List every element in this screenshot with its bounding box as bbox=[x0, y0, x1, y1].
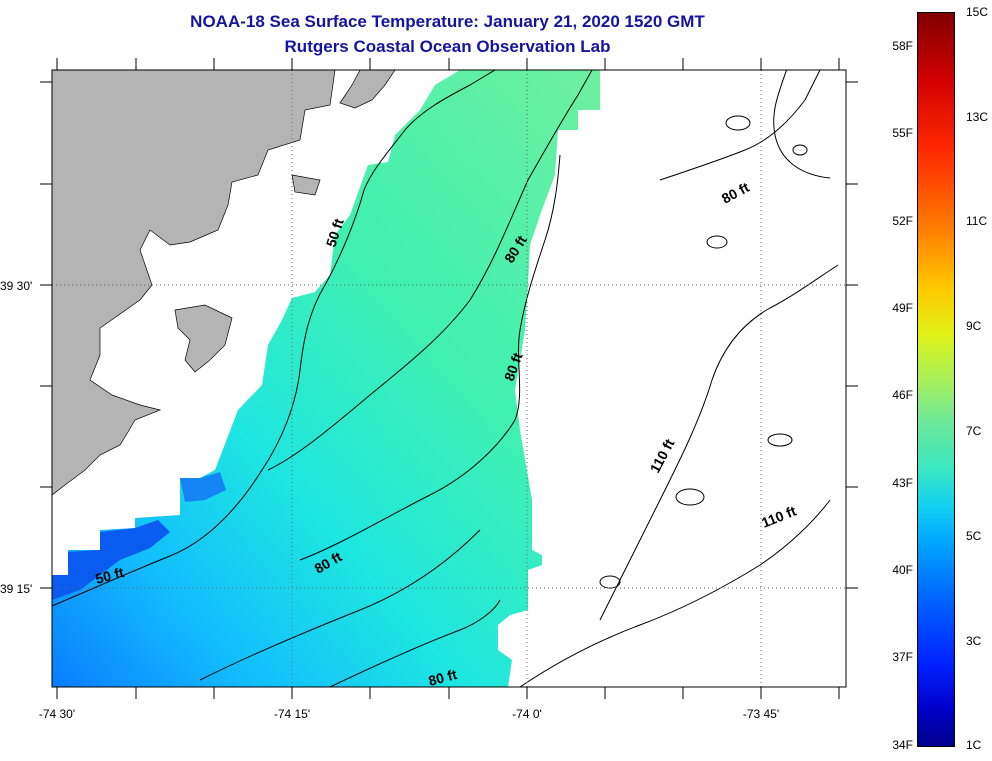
depth-label: 80 ft bbox=[427, 666, 459, 689]
colorbar-fahrenheit-label: 34F bbox=[892, 738, 913, 752]
cold-water-patch bbox=[52, 520, 170, 600]
colorbar-celsius-label: 1C bbox=[966, 738, 982, 752]
depth-contours bbox=[52, 70, 839, 687]
colorbar-fahrenheit-label: 37F bbox=[892, 650, 913, 664]
longitude-label: -74 30' bbox=[39, 707, 75, 721]
coastal-marsh-land bbox=[174, 304, 233, 373]
cool-water-patch bbox=[180, 472, 226, 502]
latitude-label: 39 30' bbox=[0, 279, 32, 293]
barrier-island-spit bbox=[291, 174, 321, 196]
map-title: NOAA-18 Sea Surface Temperature: January… bbox=[190, 12, 705, 31]
depth-contour-islands bbox=[599, 115, 808, 589]
colorbar-celsius-label: 13C bbox=[966, 110, 989, 124]
depth-label: 50 ft bbox=[94, 564, 126, 587]
barrier-island-land bbox=[339, 70, 396, 109]
temperature-colorbar bbox=[917, 12, 955, 747]
colorbar-fahrenheit-label: 40F bbox=[892, 563, 913, 577]
sst-data-region bbox=[52, 70, 600, 687]
map-grid bbox=[52, 70, 846, 687]
colorbar-celsius-label: 15C bbox=[966, 5, 989, 19]
latitude-label: 39 15' bbox=[0, 582, 32, 596]
colorbar-celsius-label: 7C bbox=[966, 424, 982, 438]
colorbar-fahrenheit-label: 58F bbox=[892, 39, 913, 53]
colorbar-celsius-label: 5C bbox=[966, 529, 982, 543]
colorbar-celsius-label: 3C bbox=[966, 634, 982, 648]
new-jersey-land bbox=[52, 70, 336, 496]
colorbar-fahrenheit-label: 49F bbox=[892, 301, 913, 315]
map-ticks bbox=[40, 58, 858, 699]
map-subtitle: Rutgers Coastal Ocean Observation Lab bbox=[284, 37, 611, 56]
longitude-label: -73 45' bbox=[743, 707, 779, 721]
colorbar-fahrenheit-label: 46F bbox=[892, 388, 913, 402]
colorbar-celsius-label: 9C bbox=[966, 319, 982, 333]
colorbar-fahrenheit-label: 55F bbox=[892, 126, 913, 140]
colorbar-celsius-label: 11C bbox=[966, 214, 988, 228]
longitude-label: -74 0' bbox=[512, 707, 542, 721]
colorbar-fahrenheit-label: 52F bbox=[892, 214, 913, 228]
longitude-label: -74 15' bbox=[274, 707, 310, 721]
colorbar-fahrenheit-label: 43F bbox=[892, 476, 913, 490]
